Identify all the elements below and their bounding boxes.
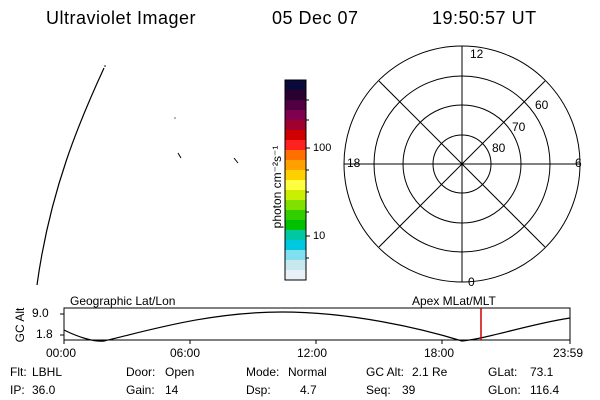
glat-value: 73.1 [530, 365, 554, 379]
colorbar-swatch [285, 120, 306, 131]
colorbar-swatch [285, 180, 306, 191]
colorbar-swatch [285, 250, 306, 261]
glat-label: GLat: [488, 365, 518, 379]
colorbar-swatch [285, 240, 306, 251]
timeline-y-tick-1-8: 1.8 [36, 327, 53, 341]
image-speck [174, 117, 176, 119]
colorbar-swatch [285, 190, 306, 201]
dsp-label: Dsp: [246, 383, 271, 397]
polar-plot [343, 45, 581, 283]
seq-label: Seq: [366, 383, 391, 397]
colorbar-axis-label: photon cm⁻²s⁻¹ [270, 145, 284, 229]
mlt-label-18: 18 [347, 156, 361, 170]
mode-value: Normal [288, 365, 327, 379]
dsp-value: 4.7 [300, 383, 317, 397]
colorbar-swatch [285, 140, 306, 151]
mode-label: Mode: [246, 365, 280, 379]
altitude-curve [63, 311, 571, 342]
glon-value: 116.4 [530, 383, 560, 397]
ip-label: IP: [10, 383, 25, 397]
lat-label-80: 80 [492, 141, 506, 155]
colorbar-tick-10: 10 [313, 230, 326, 242]
gc-alt-label: GC Alt: [366, 365, 405, 379]
ip-value: 36.0 [32, 383, 56, 397]
date-label: 05 Dec 07 [272, 8, 359, 28]
door-value: Open [165, 365, 195, 379]
colorbar-swatch [285, 230, 306, 241]
lat-label-60: 60 [535, 98, 549, 112]
colorbar-swatch [285, 270, 306, 281]
colorbar-ticks [306, 99, 310, 259]
timeline-title-geographic: Geographic Lat/Lon [70, 294, 176, 308]
timeline-x-tick-2359: 23:59 [553, 346, 584, 360]
gain-value: 14 [165, 383, 179, 397]
colorbar-swatch [285, 90, 306, 101]
timeline-y-tick-9: 9.0 [32, 306, 49, 320]
timeline-x-tick-1200: 12:00 [297, 346, 328, 360]
app-title: Ultraviolet Imager [46, 8, 197, 28]
colorbar-swatch [285, 210, 306, 221]
mlt-label-0: 0 [468, 275, 475, 289]
colorbar-tick-100: 100 [313, 142, 332, 154]
mlt-label-6: 6 [575, 156, 582, 170]
seq-value: 39 [402, 383, 416, 397]
gc-alt-value: 2.1 Re [412, 365, 448, 379]
colorbar-frame [284, 79, 307, 281]
timeline-y-axis-label: GC Alt [13, 307, 27, 343]
time-label: 19:50:57 UT [432, 8, 537, 28]
glon-label: GLon: [488, 383, 521, 397]
colorbar-swatch [285, 200, 306, 211]
timeline-frame [63, 307, 571, 341]
colorbar-swatch [285, 100, 306, 111]
earth-limb-arc [36, 67, 105, 286]
flt-value: LBHL [32, 365, 63, 379]
timeline-ticks [60, 313, 571, 344]
timeline-x-tick-1800: 18:00 [424, 346, 455, 360]
colorbar-swatch [285, 80, 306, 91]
colorbar-swatch [285, 150, 306, 161]
image-speck [177, 152, 182, 159]
colorbar-swatch [285, 260, 306, 271]
timeline-title-apex: Apex MLat/MLT [412, 294, 496, 308]
mlt-label-12: 12 [470, 47, 484, 61]
image-speck [233, 157, 239, 164]
colorbar-swatch [285, 170, 306, 181]
colorbar [285, 80, 306, 281]
timeline-x-tick-0600: 06:00 [170, 346, 201, 360]
flt-label: Flt: [10, 365, 27, 379]
polar-diagonal [378, 80, 546, 248]
gain-label: Gain: [126, 383, 155, 397]
timeline-x-tick-0000: 00:00 [46, 346, 77, 360]
colorbar-swatch [285, 220, 306, 231]
colorbar-swatch [285, 160, 306, 171]
lat-label-70: 70 [512, 120, 526, 134]
colorbar-swatch [285, 110, 306, 121]
colorbar-swatch [285, 130, 306, 141]
door-label: Door: [126, 365, 156, 379]
image-speck [104, 65, 106, 67]
